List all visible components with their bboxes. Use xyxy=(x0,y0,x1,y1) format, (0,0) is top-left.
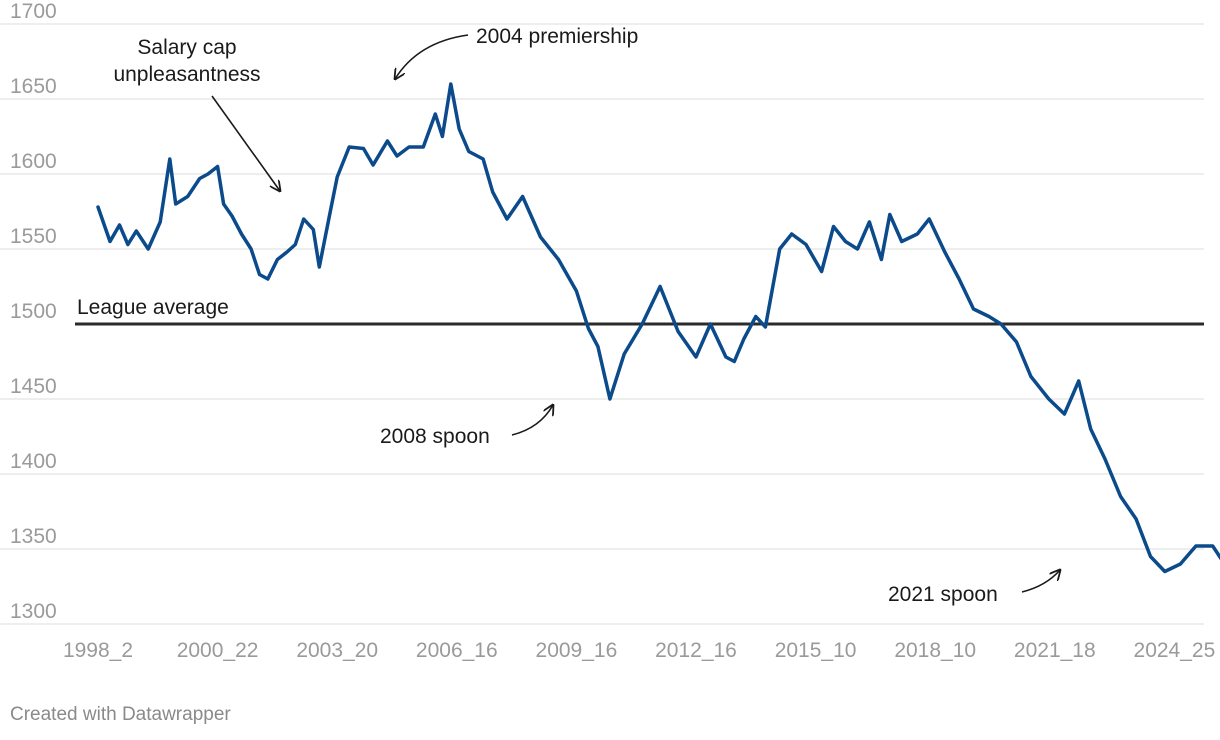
y-tick-label: 1500 xyxy=(10,300,57,323)
x-tick-label: 2009_16 xyxy=(536,639,618,662)
annotation-2008-spoon: 2008 spoon xyxy=(380,425,490,448)
annotation-2004-premiership: 2004 premiership xyxy=(476,25,638,48)
y-tick-label: 1600 xyxy=(10,150,57,173)
x-tick-label: 2018_10 xyxy=(894,639,976,662)
annotations: Salary cap unpleasantness 2004 premiersh… xyxy=(113,25,1060,606)
x-tick-label: 1998_2 xyxy=(63,639,133,662)
x-axis-ticks: 1998_2 2000_22 2003_20 2006_16 2009_16 2012_1… xyxy=(63,639,1215,662)
y-tick-label: 1400 xyxy=(10,450,57,473)
y-tick-label: 1300 xyxy=(10,600,57,623)
annotation-salary-cap-line2: unpleasantness xyxy=(113,63,260,86)
annotation-2021-spoon: 2021 spoon xyxy=(888,583,998,606)
x-tick-label: 2021_18 xyxy=(1014,639,1096,662)
x-tick-label: 2000_22 xyxy=(177,639,259,662)
annotation-2021-spoon-arrow xyxy=(1021,570,1060,593)
x-tick-label: 2003_20 xyxy=(296,639,378,662)
y-tick-label: 1700 xyxy=(10,0,57,23)
y-axis-ticks: 1700 1650 1600 1550 1500 1450 1400 1350 1300 xyxy=(10,0,57,623)
y-tick-label: 1550 xyxy=(10,225,57,248)
annotation-2004-premiership-arrow xyxy=(395,34,469,79)
footer-credit: Created with Datawrapper xyxy=(10,704,231,725)
grid-lines xyxy=(0,23,1204,625)
league-average-label: League average xyxy=(77,296,229,319)
annotation-salary-cap-line1: Salary cap xyxy=(137,36,236,59)
y-tick-label: 1450 xyxy=(10,375,57,398)
x-tick-label: 2015_10 xyxy=(775,639,857,662)
y-tick-label: 1350 xyxy=(10,525,57,548)
annotation-2008-spoon-arrow xyxy=(511,405,553,436)
x-tick-label: 2024_25 xyxy=(1134,639,1216,662)
x-tick-label: 2012_16 xyxy=(655,639,737,662)
annotation-salary-cap-arrow xyxy=(211,95,280,191)
y-tick-label: 1650 xyxy=(10,75,57,98)
series-line xyxy=(96,82,1220,574)
x-tick-label: 2006_16 xyxy=(416,639,498,662)
